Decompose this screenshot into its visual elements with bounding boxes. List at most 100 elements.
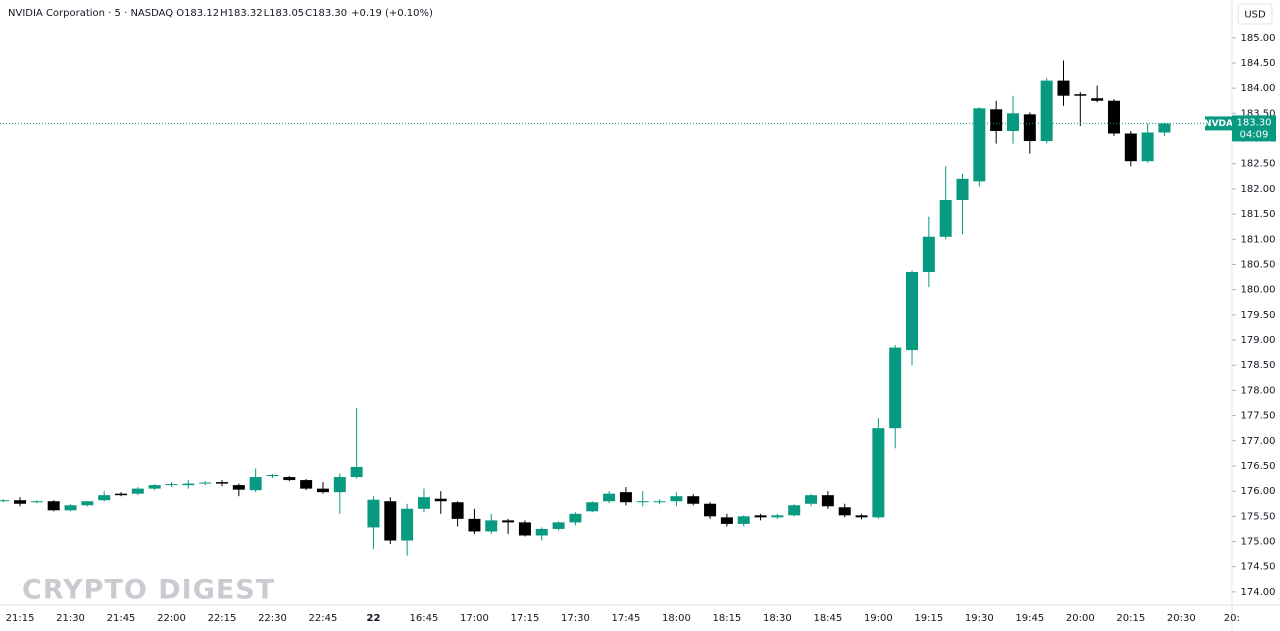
candle-body bbox=[1107, 100, 1120, 134]
candle-body bbox=[215, 482, 228, 484]
candle-body bbox=[502, 520, 515, 523]
candle-body bbox=[939, 199, 952, 237]
candle-body bbox=[1091, 98, 1104, 101]
candle-body bbox=[468, 518, 481, 532]
x-tick-label: 22:15 bbox=[208, 613, 237, 624]
y-tick-label: 181.50 bbox=[1241, 209, 1276, 220]
candle-body bbox=[619, 492, 632, 503]
ohlc-label: L bbox=[264, 8, 270, 19]
x-tick-label: 20:15 bbox=[1116, 613, 1145, 624]
candle-body bbox=[586, 502, 599, 512]
ohlc-value: 183.32 bbox=[228, 8, 263, 19]
y-tick-label: 183.50 bbox=[1241, 108, 1276, 119]
y-tick-label: 184.00 bbox=[1241, 83, 1276, 94]
y-tick-label: 179.00 bbox=[1241, 335, 1276, 346]
y-tick-label: 178.50 bbox=[1241, 360, 1276, 371]
countdown-label: 04:09 bbox=[1240, 129, 1269, 140]
candle-body bbox=[687, 496, 700, 504]
y-tick-label: 177.50 bbox=[1241, 411, 1276, 422]
x-tick-label: 21:15 bbox=[6, 613, 35, 624]
watermark: CRYPTO DIGEST bbox=[22, 575, 275, 606]
candle-body bbox=[788, 505, 801, 516]
x-tick-label: 20:30 bbox=[1167, 613, 1196, 624]
candle-body bbox=[300, 480, 313, 489]
x-tick-label: 17:45 bbox=[611, 613, 640, 624]
candle-body bbox=[333, 477, 346, 493]
candle-body bbox=[956, 178, 969, 200]
x-tick-label: 21:30 bbox=[56, 613, 85, 624]
ohlc-value: 183.12 bbox=[184, 8, 219, 19]
currency-label[interactable]: USD bbox=[1244, 10, 1266, 21]
candle-body bbox=[98, 495, 111, 501]
candle-body bbox=[704, 503, 717, 517]
x-tick-label: 19:15 bbox=[914, 613, 943, 624]
candle-body bbox=[451, 502, 464, 519]
x-tick-label: 22:30 bbox=[258, 613, 287, 624]
candle-body bbox=[384, 501, 397, 541]
y-tick-label: 180.00 bbox=[1241, 285, 1276, 296]
candle-body bbox=[1040, 80, 1053, 142]
candle-body bbox=[855, 515, 868, 518]
currency-button[interactable] bbox=[1237, 3, 1273, 25]
y-tick-label: 182.50 bbox=[1241, 159, 1276, 170]
candle-body bbox=[199, 482, 212, 484]
x-tick-label: 22:00 bbox=[157, 613, 186, 624]
candle-body bbox=[805, 495, 818, 504]
candle-body bbox=[316, 488, 329, 493]
candle-body bbox=[14, 500, 27, 504]
candle-body bbox=[266, 475, 279, 477]
candle-body bbox=[350, 466, 363, 478]
candle-body bbox=[518, 522, 531, 536]
candle-body bbox=[115, 493, 128, 496]
x-tick-label: 18:15 bbox=[712, 613, 741, 624]
candle-body bbox=[131, 488, 144, 494]
candle-body bbox=[434, 498, 447, 502]
candle-body bbox=[603, 493, 616, 502]
x-tick-label: 19:45 bbox=[1015, 613, 1044, 624]
candle-body bbox=[552, 522, 565, 529]
symbol-tag bbox=[1205, 116, 1232, 131]
candle-body bbox=[182, 483, 195, 486]
x-tick-label: 18:00 bbox=[662, 613, 691, 624]
x-tick-label: 17:30 bbox=[561, 613, 590, 624]
ohlc-label: H bbox=[220, 8, 228, 19]
candle-body bbox=[47, 501, 60, 511]
candle-body bbox=[922, 236, 935, 273]
y-tick-label: 179.50 bbox=[1241, 310, 1276, 321]
last-price-label: 183.30 bbox=[1237, 117, 1272, 128]
ohlc-label: C bbox=[305, 8, 312, 19]
y-tick-label: 185.00 bbox=[1241, 33, 1276, 44]
candle-body bbox=[670, 496, 683, 502]
x-tick-label: 18:30 bbox=[763, 613, 792, 624]
candle-body bbox=[569, 513, 582, 523]
y-tick-label: 178.00 bbox=[1241, 385, 1276, 396]
candle-body bbox=[0, 500, 10, 502]
candle-body bbox=[485, 520, 498, 532]
candle-body bbox=[249, 477, 262, 491]
candle-body bbox=[636, 501, 649, 503]
candle-body bbox=[367, 499, 380, 528]
candle-body bbox=[148, 485, 161, 489]
candle-body bbox=[771, 515, 784, 518]
candle-body bbox=[64, 505, 77, 511]
y-tick-label: 180.50 bbox=[1241, 259, 1276, 270]
candle-body bbox=[838, 507, 851, 516]
candle-body bbox=[754, 515, 767, 518]
candle-body bbox=[1074, 94, 1087, 96]
candle-body bbox=[1158, 123, 1171, 133]
y-tick-label: 174.50 bbox=[1241, 562, 1276, 573]
y-tick-label: 176.50 bbox=[1241, 461, 1276, 472]
x-tick-label: 22 bbox=[366, 613, 380, 624]
candle-body bbox=[401, 508, 414, 541]
candle-body bbox=[990, 109, 1003, 131]
y-tick-label: 181.00 bbox=[1241, 234, 1276, 245]
candle-body bbox=[1023, 114, 1036, 142]
x-tick-label: 19:00 bbox=[864, 613, 893, 624]
ohlc-value: 183.30 bbox=[312, 8, 347, 19]
y-tick-label: 174.00 bbox=[1241, 587, 1276, 598]
candle-body bbox=[232, 485, 245, 490]
y-tick-label: 176.00 bbox=[1241, 486, 1276, 497]
candle-body bbox=[973, 108, 986, 182]
x-tick-label: 20: bbox=[1224, 613, 1240, 624]
